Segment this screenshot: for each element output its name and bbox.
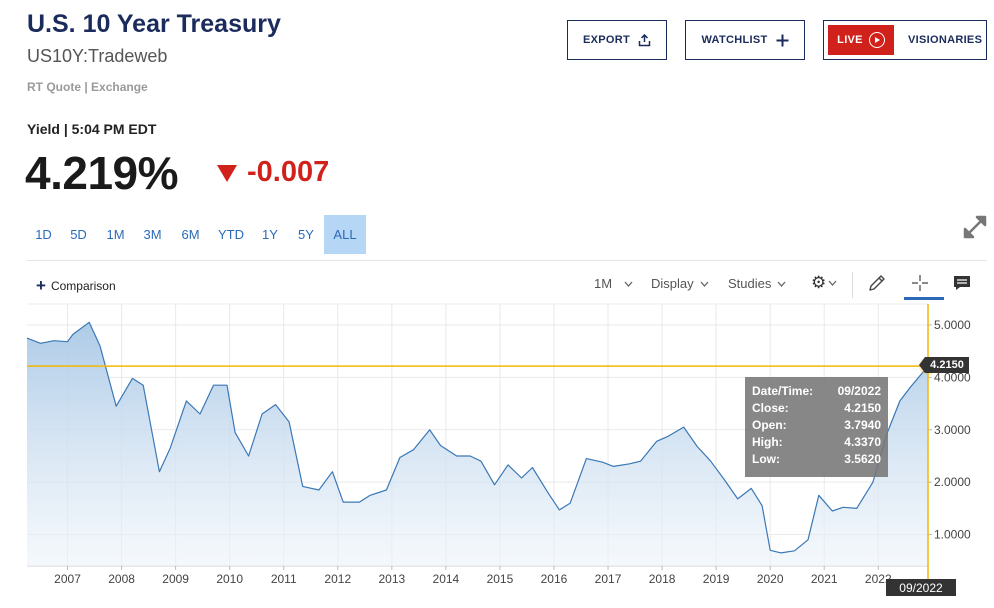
studies-label: Studies [728,276,772,291]
range-button-5y[interactable]: 5Y [298,227,314,242]
live-visionaries-button[interactable]: LIVE VISIONARIES [823,20,987,60]
tooltip-low-row: Low: 3.5620 [752,451,881,468]
range-button-5d[interactable]: 5D [70,227,87,242]
range-selector: 1D 5D 1M 3M 6M YTD 1Y 5Y ALL [27,215,366,254]
x-tick-label: 2020 [757,572,784,586]
comparison-label: Comparison [50,279,116,293]
toolbar-divider [27,260,987,261]
x-tick-label: 2019 [703,572,730,586]
comment-icon[interactable] [950,271,974,295]
share-icon [638,33,651,47]
tooltip-label: Open: [752,418,787,432]
y-tick-label: 2.0000 [934,475,971,489]
tooltip-value: 09/2022 [837,384,881,398]
range-button-3m[interactable]: 3M [143,227,162,242]
page-title: U.S. 10 Year Treasury [27,10,281,38]
x-tick-label: 2018 [649,572,676,586]
x-tick-label: 2021 [811,572,838,586]
crosshair-icon[interactable] [908,271,932,295]
y-tick-label: 5.0000 [934,318,971,332]
crosshair-y-label: 4.2150 [919,357,969,373]
export-label: EXPORT [582,34,631,46]
tooltip-close-row: Close: 4.2150 [752,400,881,417]
interval-dropdown[interactable]: 1M [594,276,633,291]
data-tooltip: Date/Time: 09/2022 Close: 4.2150 Open: 3.79… [745,377,888,477]
crosshair-x-label: 09/2022 [886,579,956,596]
export-button[interactable]: EXPORT [567,20,667,60]
x-tick-label: 2016 [541,572,568,586]
range-button-all[interactable]: ALL [324,215,366,254]
studies-dropdown[interactable]: Studies [728,276,786,291]
plus-icon: + [36,276,46,295]
chevron-down-icon [828,280,837,286]
play-icon [868,32,885,48]
down-arrow-icon [217,165,237,182]
y-tick-label: 4.0000 [934,370,971,384]
x-tick-label: 2012 [324,572,351,586]
symbol-label: US10Y:Tradeweb [27,46,168,66]
live-label: LIVE [837,34,863,46]
tooltip-value: 3.7940 [844,418,881,432]
yield-time-label: Yield | 5:04 PM EDT [27,121,157,137]
x-tick-label: 2010 [216,572,243,586]
settings-dropdown[interactable]: ⚙ [811,274,837,291]
range-button-1m[interactable]: 1M [106,227,125,242]
display-label: Display [651,276,694,291]
chevron-down-icon [700,281,709,287]
watchlist-button[interactable]: WATCHLIST [685,20,805,60]
price-change: -0.007 [247,156,330,188]
comparison-button[interactable]: + Comparison [36,276,116,295]
yield-price: 4.219% [25,147,179,199]
range-button-ytd[interactable]: YTD [218,227,244,242]
visionaries-label: VISIONARIES [908,34,983,46]
tooltip-label: Low: [752,452,780,466]
quote-source: RT Quote | Exchange [27,80,148,94]
y-tick-label: 3.0000 [934,423,971,437]
range-button-1d[interactable]: 1D [35,227,52,242]
x-tick-label: 2014 [433,572,460,586]
tooltip-open-row: Open: 3.7940 [752,417,881,434]
tooltip-value: 4.3370 [844,435,881,449]
x-tick-label: 2007 [54,572,81,586]
tooltip-value: 3.5620 [844,452,881,466]
expand-icon[interactable] [962,214,988,245]
crosshair-active-indicator [904,297,944,300]
tooltip-label: Date/Time: [752,384,814,398]
tooltip-value: 4.2150 [844,401,881,415]
x-tick-label: 2022 [865,572,892,586]
watchlist-label: WATCHLIST [701,34,768,46]
x-tick-label: 2015 [487,572,514,586]
plus-icon [776,34,789,47]
x-tick-label: 2017 [595,572,622,586]
tooltip-high-row: High: 4.3370 [752,434,881,451]
range-button-6m[interactable]: 6M [181,227,200,242]
gear-icon: ⚙ [811,273,827,292]
tooltip-label: High: [752,435,783,449]
x-tick-label: 2008 [108,572,135,586]
series-line [26,321,929,554]
live-badge: LIVE [828,25,894,55]
x-tick-label: 2011 [271,572,297,586]
range-button-1y[interactable]: 1Y [262,227,278,242]
x-tick-label: 2009 [162,572,189,586]
x-tick-label: 2013 [378,572,405,586]
toolbar-separator [852,272,853,298]
tooltip-date-row: Date/Time: 09/2022 [752,383,881,400]
draw-pencil-icon[interactable] [865,271,889,295]
series-area [27,322,928,566]
chevron-down-icon [777,281,786,287]
display-dropdown[interactable]: Display [651,276,709,291]
chevron-down-icon [624,281,633,287]
tooltip-label: Close: [752,401,789,415]
y-tick-label: 1.0000 [934,528,971,542]
interval-label: 1M [594,276,613,291]
